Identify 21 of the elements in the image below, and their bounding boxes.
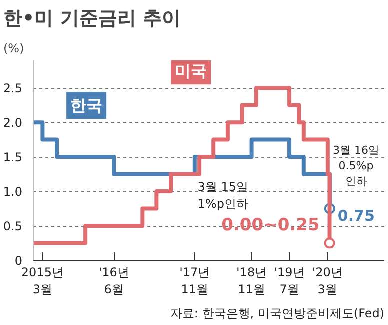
x-tick-label: '20년 3월 xyxy=(312,266,343,296)
text: 미국 xyxy=(175,62,208,81)
chart-title: 한•미 기준금리 추이 xyxy=(4,8,181,30)
annotation: 3월 15일 1%p인하 xyxy=(198,180,248,211)
x-tick-label: '18년 11월 xyxy=(236,266,268,296)
annotation: 3월 16일 0.5%p 인하 xyxy=(333,144,380,188)
y-tick-label: 1.5 xyxy=(3,150,23,165)
series-label: 한국 xyxy=(70,96,103,116)
y-tick-label: 0.5 xyxy=(3,220,23,234)
y-axis-title: (%) xyxy=(4,42,24,56)
y-tick-label: 1.0 xyxy=(3,185,23,200)
y-tick-label: 2.5 xyxy=(3,82,23,96)
y-tick-label: 2.0 xyxy=(3,116,23,130)
y-tick-label: 0 xyxy=(14,254,23,268)
x-tick-label: '17년 11월 xyxy=(180,266,210,296)
annotation: 0.75 xyxy=(338,206,375,225)
x-tick-label: 2015년 3월 xyxy=(21,266,64,296)
annotation: 0.00~0.25 xyxy=(222,215,320,236)
x-tick-label: '16년 6월 xyxy=(98,266,130,296)
text: 자료: 한국은행, 미국연방준비제도(Fed) xyxy=(170,306,385,320)
x-tick-label: '19년 7월 xyxy=(274,266,305,296)
